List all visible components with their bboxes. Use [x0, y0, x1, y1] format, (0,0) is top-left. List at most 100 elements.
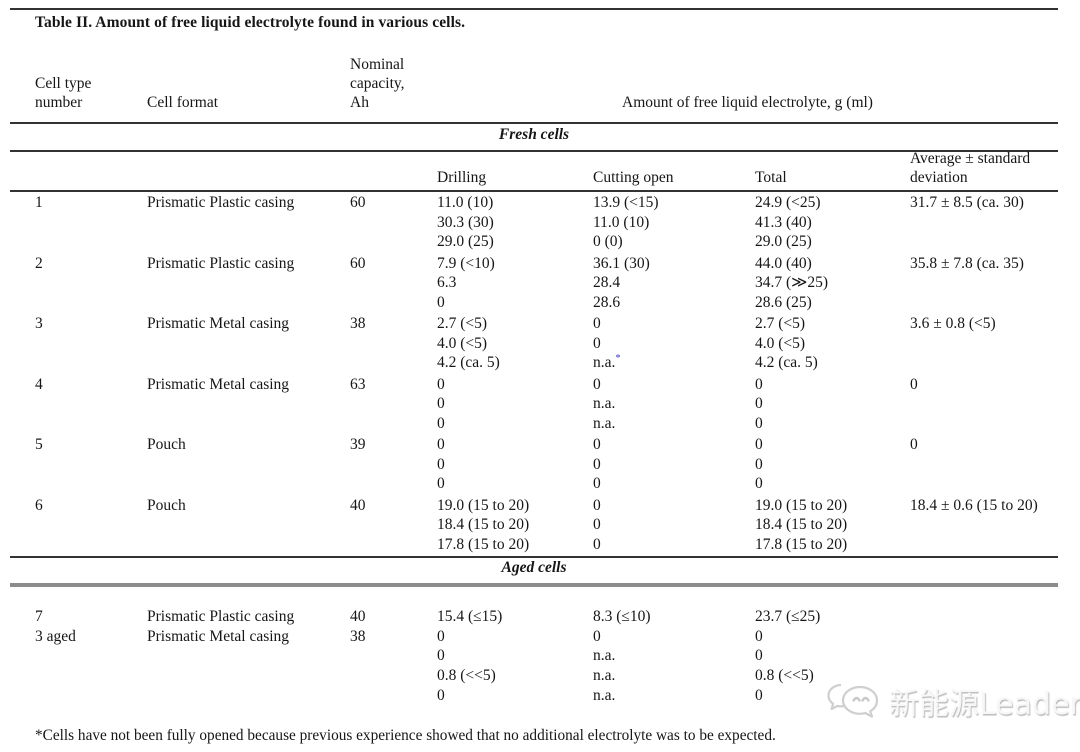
cell-line: 29.0 (25) [437, 233, 494, 251]
cell-total: 0 0 0.8 (<<5) 0 [755, 627, 910, 706]
cell-line: 1 [35, 194, 43, 211]
section-label-fresh-cells: Fresh cells [498, 126, 570, 143]
table-footnote: *Cells have not been fully opened becaus… [35, 727, 776, 744]
cell-line: 19.0 (15 to 20) [755, 496, 848, 514]
subheader-total: Total [755, 169, 910, 188]
cell-line: 18.4 ± 0.6 (15 to 20) [910, 496, 1038, 514]
cell-line: 35.8 ± 7.8 (ca. 35) [910, 254, 1024, 272]
cell-format: Prismatic Metal casing [147, 627, 350, 647]
cell-line: 0 [755, 414, 763, 432]
cell-line: 17.8 (15 to 20) [755, 535, 848, 553]
cell-line: 0 [755, 627, 763, 645]
cell-total: 24.9 (<25) 41.3 (40) 29.0 (25) [755, 193, 910, 252]
cell-drilling: 19.0 (15 to 20) 18.4 (15 to 20) 17.8 (15 t… [437, 496, 593, 555]
header-line: number [35, 94, 83, 111]
cell-line: 60 [350, 254, 366, 272]
cell-line: 2.7 (<5) [437, 315, 488, 332]
table-row: 2 Prismatic Plastic casing 60 7.9 (<10) 6.3 0… [35, 254, 1058, 313]
cell-line: 0 [593, 516, 601, 534]
cell-format: Prismatic Metal casing [147, 314, 350, 334]
cell-average: 0 [910, 435, 1058, 455]
cell-line: 0 [593, 315, 601, 332]
cell-line: 0 [593, 375, 601, 393]
cell-line: 17.8 (15 to 20) [437, 535, 530, 553]
cell-total: 2.7 (<5) 4.0 (<5) 4.2 (ca. 5) [755, 314, 910, 373]
header-cell-format: Cell format [147, 93, 350, 112]
table-row: 3 Prismatic Metal casing 38 2.7 (<5) 4.0 (<5… [35, 314, 1058, 373]
cell-line: 0 [437, 293, 445, 311]
cell-line: 0 [755, 647, 763, 665]
header-line: Cutting open [593, 168, 674, 186]
cell-line: 4.2 (ca. 5) [755, 354, 818, 372]
table-rule-subheader-bottom [10, 190, 1058, 192]
cell-drilling: 0 0 0.8 (<<5) 0 [437, 627, 593, 706]
subheader-average-std: Average ± standard deviation [910, 150, 1058, 187]
cell-capacity: 40 [350, 496, 437, 516]
cell-line: 24.9 (<25) [755, 194, 821, 211]
cell-line: 0 [755, 455, 763, 473]
cell-drilling: 15.4 (≤15) [437, 607, 593, 627]
table-rule-header-bottom [10, 122, 1058, 124]
cell-line: Prismatic Plastic casing [147, 194, 295, 211]
cell-total: 19.0 (15 to 20) 18.4 (15 to 20) 17.8 (15 t… [755, 496, 910, 555]
table-rule-aged-top [10, 556, 1058, 558]
header-line: Drilling [437, 168, 487, 186]
cell-line: 60 [350, 194, 366, 211]
header-cell-type-number: Cell type number [35, 74, 147, 112]
cell-drilling: 7.9 (<10) 6.3 0 [437, 254, 593, 313]
table-rule-fresh-bottom [10, 150, 1058, 152]
cell-line: 23.7 (≤25) [755, 608, 821, 625]
cell-num: 4 [35, 375, 147, 395]
cell-line: 2.7 (<5) [755, 315, 806, 332]
section-label-aged-cells: Aged cells [501, 559, 567, 576]
cell-drilling: 0 0 0 [437, 435, 593, 494]
cell-line: 3.6 ± 0.8 (<5) [910, 315, 996, 332]
cell-line: 0 [437, 686, 445, 704]
cell-line: 38 [350, 627, 366, 645]
watermark: 新能源Leader [826, 678, 1080, 724]
cell-drilling: 2.7 (<5) 4.0 (<5) 4.2 (ca. 5) [437, 314, 593, 373]
cell-line: 0.8 (<<5) [755, 667, 814, 685]
cell-line: 0 [593, 475, 601, 493]
cell-line: 0 [593, 496, 601, 514]
cell-line: 0 [910, 375, 918, 393]
cell-num: 1 [35, 193, 147, 213]
cell-line: 0 [593, 535, 601, 553]
cell-line: 2 [35, 254, 43, 272]
cell-line: 11.0 (10) [593, 213, 650, 231]
table-row: 7 Prismatic Plastic casing 40 15.4 (≤15) 8.3… [35, 607, 1058, 627]
cell-average: 0 [910, 375, 1058, 395]
cell-cutting_open: 0 0 0 [593, 435, 755, 494]
cell-line: 39 [350, 436, 366, 453]
cell-average: 31.7 ± 8.5 (ca. 30) [910, 193, 1058, 213]
header-line: deviation [910, 168, 968, 186]
cell-line: 0 [437, 395, 445, 413]
cell-line: n.a.* [593, 353, 621, 372]
cell-capacity: 40 [350, 607, 437, 627]
wechat-bubbles-icon [827, 683, 879, 718]
cell-line: 18.4 (15 to 20) [437, 516, 530, 534]
cell-line: 18.4 (15 to 20) [755, 516, 848, 534]
cell-line: n.a. [593, 686, 616, 704]
subheader-cutting-open: Cutting open [593, 169, 755, 188]
watermark-text: 新能源Leader [889, 687, 1080, 722]
cell-line: 0 [593, 334, 601, 352]
subheader-drilling: Drilling [437, 169, 593, 188]
cell-line: 7 [35, 608, 43, 625]
cell-line: 29.0 (25) [755, 233, 812, 251]
cell-line: 40 [350, 496, 366, 514]
cell-line: 0 [755, 436, 763, 453]
cell-capacity: 60 [350, 254, 437, 274]
header-nominal-capacity: Nominal capacity, Ah [350, 55, 437, 112]
cell-line: 63 [350, 375, 366, 393]
cell-capacity: 63 [350, 375, 437, 395]
cell-line: 30.3 (30) [437, 213, 494, 231]
header-line: Total [755, 168, 787, 186]
header-line: Amount of free liquid electrolyte, g (ml… [622, 94, 873, 111]
cell-format: Pouch [147, 496, 350, 516]
cell-format: Prismatic Plastic casing [147, 607, 350, 627]
cell-line: 15.4 (≤15) [437, 608, 503, 625]
cell-line: 44.0 (40) [755, 254, 812, 272]
cell-format: Prismatic Metal casing [147, 375, 350, 395]
